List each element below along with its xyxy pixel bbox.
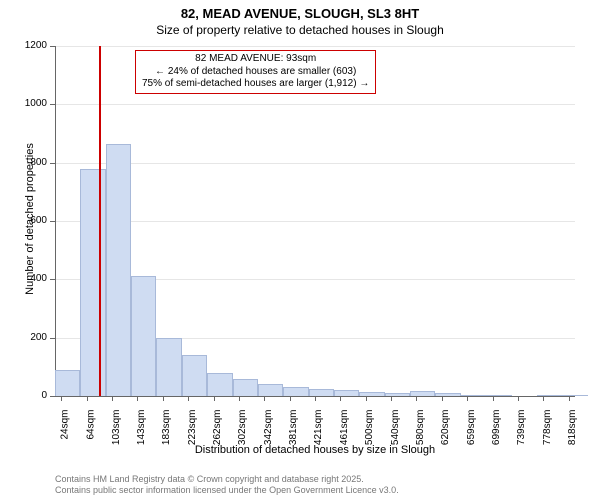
x-tick-label: 818sqm: [567, 410, 578, 446]
footer-attribution: Contains HM Land Registry data © Crown c…: [55, 474, 399, 496]
x-axis-label: Distribution of detached houses by size …: [55, 444, 575, 456]
x-tick-label: 223sqm: [187, 410, 198, 446]
histogram-bar: [562, 395, 587, 396]
x-tick-label: 580sqm: [415, 410, 426, 446]
x-tick: [543, 396, 544, 401]
x-tick: [467, 396, 468, 401]
x-tick: [61, 396, 62, 401]
x-tick-label: 620sqm: [440, 410, 451, 446]
x-tick: [442, 396, 443, 401]
histogram-bar: [55, 370, 80, 396]
histogram-bar: [435, 393, 460, 396]
footer-line-2: Contains public sector information licen…: [55, 485, 399, 496]
gridline: [55, 221, 575, 222]
title-line-2: Size of property relative to detached ho…: [0, 21, 600, 37]
gridline: [55, 163, 575, 164]
x-tick: [493, 396, 494, 401]
x-tick-label: 461sqm: [339, 410, 350, 446]
x-tick-label: 778sqm: [542, 410, 553, 446]
y-tick-label: 0: [7, 390, 47, 401]
x-tick-label: 659sqm: [466, 410, 477, 446]
x-tick-label: 103sqm: [111, 410, 122, 446]
x-tick-label: 381sqm: [288, 410, 299, 446]
y-tick-label: 1000: [7, 98, 47, 109]
x-tick: [569, 396, 570, 401]
x-tick-label: 421sqm: [314, 410, 325, 446]
histogram-bar: [233, 379, 258, 397]
chart-container: 82, MEAD AVENUE, SLOUGH, SL3 8HT Size of…: [0, 0, 600, 500]
y-tick-label: 400: [7, 273, 47, 284]
y-axis-line: [55, 46, 56, 396]
histogram-bar: [334, 390, 359, 396]
histogram-bar: [461, 395, 486, 396]
annotation-line-3: 75% of semi-detached houses are larger (…: [142, 78, 369, 91]
x-tick: [290, 396, 291, 401]
x-tick-label: 183sqm: [161, 410, 172, 446]
x-tick-label: 739sqm: [516, 410, 527, 446]
x-tick-label: 143sqm: [136, 410, 147, 446]
x-tick: [315, 396, 316, 401]
x-tick: [239, 396, 240, 401]
plot-area: [55, 46, 575, 396]
y-tick-label: 1200: [7, 40, 47, 51]
histogram-bar: [410, 391, 435, 396]
x-tick: [112, 396, 113, 401]
histogram-bar: [207, 373, 232, 396]
x-tick: [340, 396, 341, 401]
y-tick-label: 600: [7, 215, 47, 226]
x-tick-label: 342sqm: [263, 410, 274, 446]
gridline: [55, 46, 575, 47]
histogram-bar: [359, 392, 384, 396]
x-tick: [264, 396, 265, 401]
x-tick: [163, 396, 164, 401]
histogram-bar: [80, 169, 105, 397]
y-tick-label: 200: [7, 332, 47, 343]
histogram-bar: [131, 276, 156, 396]
histogram-bar: [182, 355, 207, 396]
x-tick-label: 24sqm: [60, 410, 71, 440]
x-tick: [137, 396, 138, 401]
histogram-bar: [537, 395, 562, 396]
x-tick-label: 64sqm: [85, 410, 96, 440]
histogram-bar: [486, 395, 511, 396]
x-tick: [214, 396, 215, 401]
marker-line: [99, 46, 101, 396]
histogram-bar: [106, 144, 131, 396]
footer-line-1: Contains HM Land Registry data © Crown c…: [55, 474, 399, 485]
x-tick: [518, 396, 519, 401]
histogram-bar: [258, 384, 283, 396]
histogram-bar: [385, 393, 410, 396]
x-tick-label: 500sqm: [364, 410, 375, 446]
x-tick: [366, 396, 367, 401]
histogram-bar: [156, 338, 181, 396]
x-tick-label: 540sqm: [390, 410, 401, 446]
gridline: [55, 104, 575, 105]
x-tick: [87, 396, 88, 401]
histogram-bar: [309, 389, 334, 396]
histogram-bar: [283, 387, 308, 396]
annotation-box: 82 MEAD AVENUE: 93sqm ← 24% of detached …: [135, 50, 376, 94]
x-tick-label: 262sqm: [212, 410, 223, 446]
x-tick-label: 699sqm: [491, 410, 502, 446]
y-tick-label: 800: [7, 157, 47, 168]
x-tick: [391, 396, 392, 401]
x-tick: [416, 396, 417, 401]
x-tick: [188, 396, 189, 401]
title-line-1: 82, MEAD AVENUE, SLOUGH, SL3 8HT: [0, 0, 600, 21]
annotation-line-2: ← 24% of detached houses are smaller (60…: [142, 66, 369, 79]
x-tick-label: 302sqm: [237, 410, 248, 446]
annotation-line-1: 82 MEAD AVENUE: 93sqm: [142, 53, 369, 66]
